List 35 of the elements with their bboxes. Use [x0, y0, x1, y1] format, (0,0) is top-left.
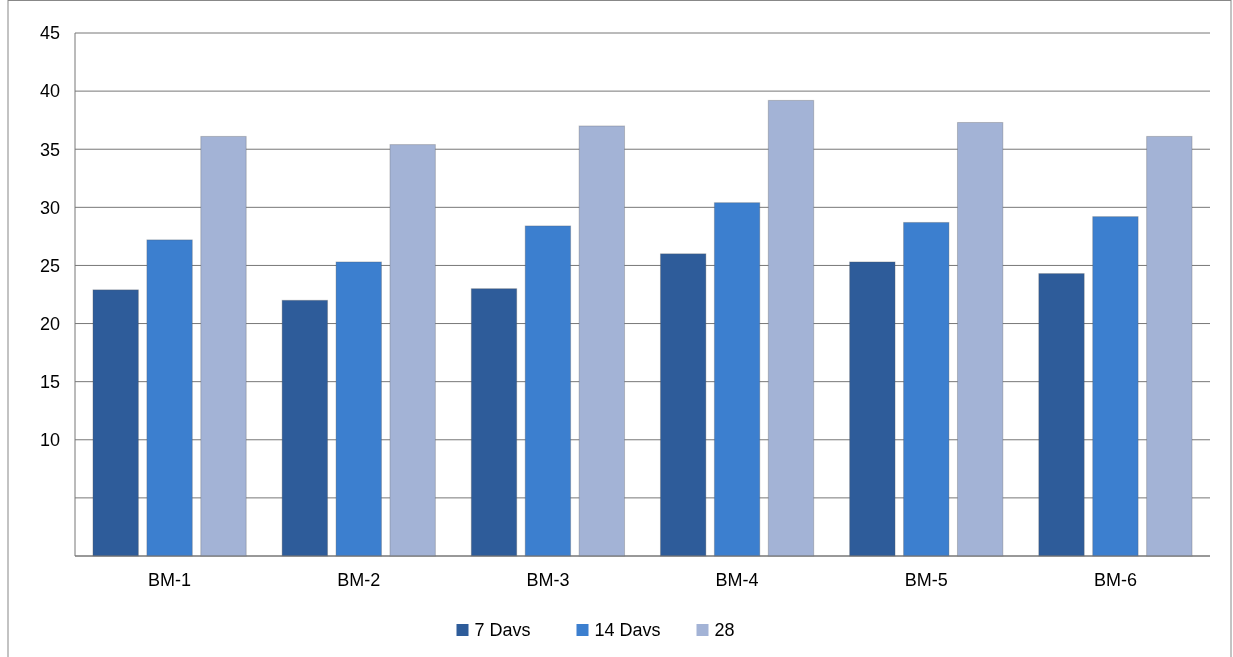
- y-tick-label: 40: [39, 81, 60, 102]
- bar: [92, 289, 139, 557]
- bar: [903, 221, 950, 557]
- x-tick-label: BM-5: [904, 570, 948, 590]
- bar: [281, 299, 329, 557]
- bar: [524, 225, 572, 557]
- bar: [713, 202, 761, 557]
- bar: [849, 261, 896, 557]
- bar: [956, 121, 1004, 557]
- x-tick-label: BM-2: [337, 570, 381, 590]
- legend-label: 28: [714, 620, 735, 641]
- y-tick-label: 10: [39, 430, 60, 451]
- x-tick-label: BM-6: [1093, 570, 1137, 590]
- x-tick-label: BM-4: [715, 570, 759, 590]
- bar: [470, 288, 518, 557]
- bar: [200, 135, 247, 557]
- bar: [335, 261, 382, 557]
- y-tick-label: 30: [39, 197, 60, 218]
- y-tick-label: 20: [39, 313, 60, 334]
- legend-label: 7 Davs: [474, 620, 531, 641]
- legend-label: 14 Davs: [594, 620, 661, 641]
- y-tick-label: 45: [39, 23, 60, 44]
- y-tick-label: 35: [39, 139, 60, 160]
- x-tick-label: BM-3: [526, 570, 570, 590]
- bar: [1038, 273, 1085, 557]
- bar: [767, 99, 815, 557]
- bar: [146, 239, 193, 557]
- y-tick-label: 25: [39, 255, 60, 276]
- bar: [1146, 135, 1193, 557]
- y-tick-label: 15: [39, 371, 60, 392]
- bar: [1092, 216, 1139, 557]
- bar: [659, 253, 707, 557]
- bar: [389, 144, 436, 557]
- x-tick-label: BM-1: [148, 570, 192, 590]
- bar: [578, 125, 626, 557]
